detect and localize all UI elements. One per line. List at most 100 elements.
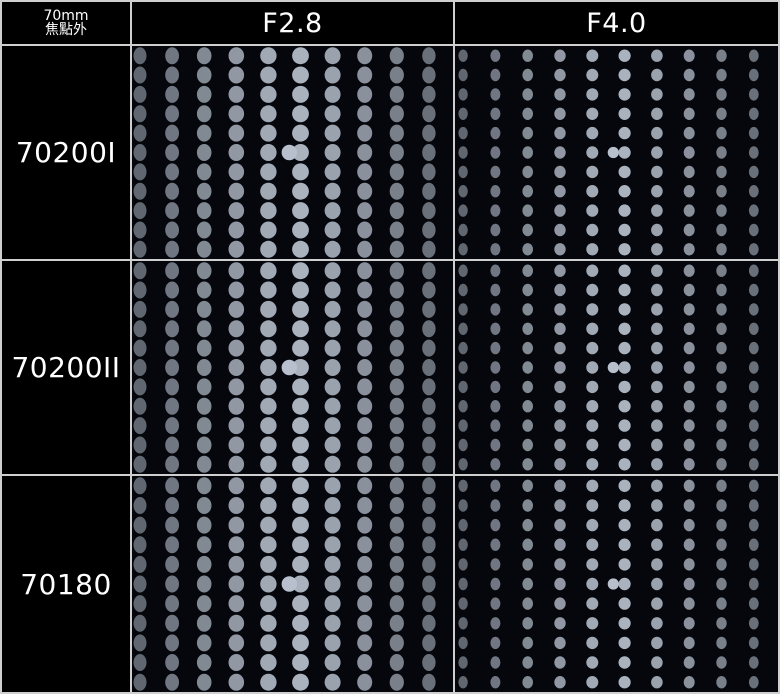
bokeh-dot <box>651 656 663 669</box>
bokeh-dot <box>651 49 663 62</box>
bokeh-dot <box>260 221 277 239</box>
bokeh-dot <box>389 497 404 514</box>
bokeh-dot <box>133 536 147 554</box>
bokeh-dot <box>554 107 566 120</box>
bokeh-dot <box>422 359 436 376</box>
bokeh-dot <box>522 185 533 198</box>
bokeh-dot <box>716 636 727 650</box>
bokeh-dot <box>228 436 245 454</box>
bokeh-dot <box>389 595 404 613</box>
bokeh-dot <box>651 223 663 237</box>
bokeh-dot <box>165 66 179 84</box>
bokeh-dot <box>196 339 212 357</box>
bokeh-dot <box>260 66 277 84</box>
bokeh-dot <box>490 361 501 374</box>
bokeh-dot <box>554 146 566 159</box>
bokeh-dot <box>422 144 436 161</box>
bokeh-dot <box>196 300 212 318</box>
bokeh-dot <box>228 221 245 239</box>
bokeh-dot <box>165 262 179 280</box>
bokeh-dot <box>490 438 501 452</box>
bokeh-dot <box>683 185 695 198</box>
bokeh-dot <box>554 49 566 62</box>
bokeh-dot <box>618 49 631 62</box>
bokeh-dot <box>522 283 533 297</box>
bokeh-dot <box>522 558 533 571</box>
bokeh-dot <box>357 124 373 142</box>
bokeh-dot <box>716 499 727 512</box>
bokeh-dot <box>683 518 695 532</box>
bokeh-dot <box>618 636 631 650</box>
bokeh-dot <box>165 654 179 671</box>
bokeh-dot <box>586 165 599 179</box>
bokeh-dot <box>618 223 631 237</box>
bokeh-dot <box>618 577 631 591</box>
bokeh-dot <box>196 47 212 65</box>
bokeh-dot <box>748 165 759 179</box>
row-header-70200i: 70200I <box>2 46 130 259</box>
bokeh-dot <box>458 185 468 198</box>
bokeh-dot <box>292 673 309 691</box>
bokeh-dot <box>586 538 599 551</box>
bokeh-dot <box>651 165 663 179</box>
bokeh-dot <box>133 221 147 239</box>
bokeh-center-dot <box>281 144 297 161</box>
bokeh-dot <box>133 575 147 593</box>
bokeh-dot <box>165 417 179 435</box>
bokeh-dot <box>748 419 759 432</box>
bokeh-dot <box>389 202 404 220</box>
bokeh-dot <box>522 597 533 610</box>
bokeh-dot <box>554 458 566 471</box>
bokeh-dot <box>586 107 599 120</box>
bokeh-dot <box>490 676 501 689</box>
bokeh-dot <box>228 339 245 357</box>
bokeh-dot <box>196 516 212 534</box>
bokeh-dot <box>490 322 501 335</box>
bokeh-dot <box>165 281 179 299</box>
bokeh-dot <box>292 66 309 84</box>
bokeh-dot <box>422 281 436 299</box>
column-header-f4-0: F4.0 <box>455 2 778 44</box>
bokeh-dot <box>389 378 404 396</box>
bokeh-dot <box>422 417 436 435</box>
bokeh-dot <box>422 397 436 415</box>
bokeh-dot <box>389 516 404 534</box>
bokeh-dot <box>716 68 727 82</box>
bokeh-dot <box>228 359 245 376</box>
bokeh-dot <box>554 264 566 277</box>
bokeh-dot <box>458 518 468 532</box>
bokeh-dot <box>422 262 436 280</box>
bokeh-dot <box>133 654 147 671</box>
bokeh-dot <box>748 577 759 591</box>
bokeh-dot <box>554 126 566 140</box>
bokeh-dot <box>683 107 695 120</box>
bokeh-dot <box>683 636 695 650</box>
bokeh-dot <box>324 436 341 454</box>
bokeh-dot <box>651 322 663 335</box>
bokeh-dot <box>324 634 341 652</box>
bokeh-dot <box>716 88 727 101</box>
bokeh-dot <box>292 124 309 142</box>
bokeh-dot <box>716 380 727 394</box>
bokeh-dot <box>458 636 468 650</box>
bokeh-dot <box>260 85 277 103</box>
bokeh-dot <box>324 417 341 435</box>
bokeh-dot <box>586 558 599 571</box>
bokeh-dot <box>165 320 179 338</box>
bokeh-dot <box>357 240 373 258</box>
bokeh-dot <box>716 400 727 413</box>
bokeh-dot <box>196 654 212 671</box>
bokeh-dot <box>683 126 695 140</box>
bokeh-dot <box>618 656 631 669</box>
bokeh-dot <box>618 617 631 630</box>
bokeh-dot <box>422 221 436 239</box>
bokeh-dot <box>422 182 436 200</box>
bokeh-dot <box>389 105 404 123</box>
bokeh-dot <box>716 204 727 217</box>
bokeh-dot <box>490 458 501 471</box>
bokeh-dot <box>260 516 277 534</box>
bokeh-dot <box>292 634 309 652</box>
bokeh-dot <box>683 204 695 217</box>
bokeh-dot <box>165 359 179 376</box>
bokeh-dot <box>716 558 727 571</box>
